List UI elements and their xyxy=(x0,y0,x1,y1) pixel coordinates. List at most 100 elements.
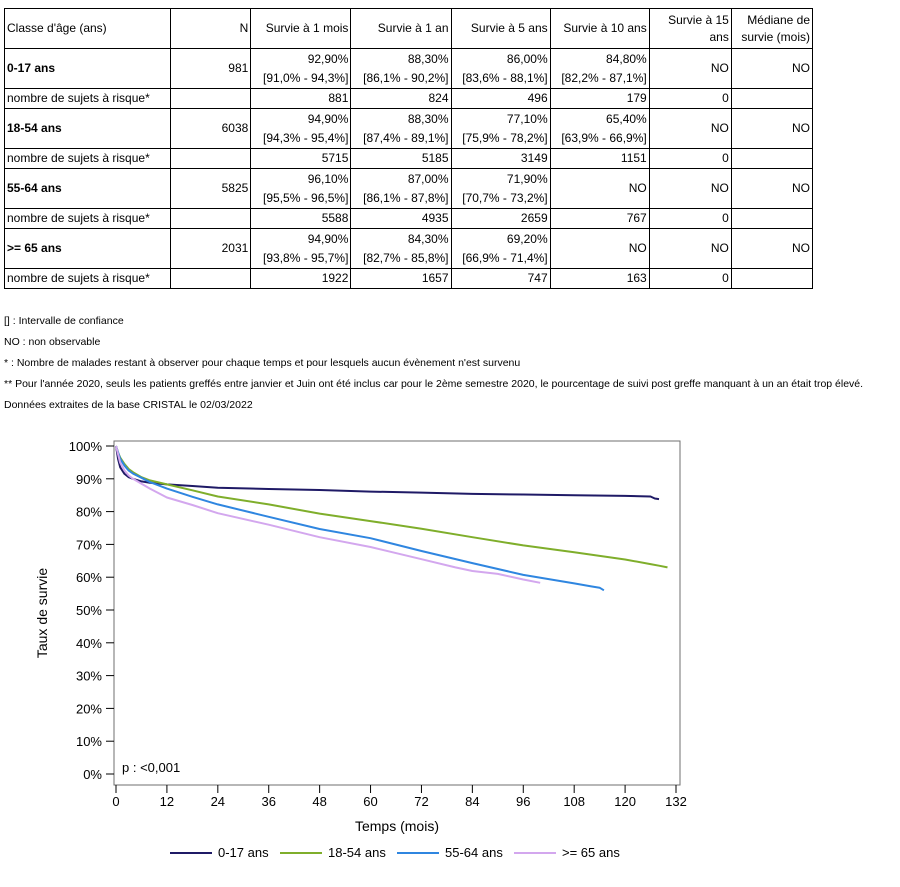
risk-count: 1657 xyxy=(350,268,452,289)
confidence-interval: [91,0% - 94,3%] xyxy=(263,70,349,85)
survival-rate: NO xyxy=(710,241,729,255)
table-row: 18-54 ans 6038 94,90% [94,3% - 95,4%] 88,30%… xyxy=(3,108,814,149)
risk-label: nombre de sujets à risque* xyxy=(3,268,172,289)
y-tick-label: 20% xyxy=(76,701,102,716)
y-tick-label: 10% xyxy=(76,734,102,749)
x-tick-label: 96 xyxy=(516,794,530,809)
header-survival-1-month: Survie à 1 mois xyxy=(250,8,352,49)
risk-count: 3149 xyxy=(450,148,551,169)
survival-rate: 84,80% xyxy=(606,51,647,66)
survival-cell: 94,90% [93,8% - 95,7%] xyxy=(250,228,352,269)
survival-cell: NO xyxy=(648,48,732,89)
y-tick-label: 70% xyxy=(76,537,102,552)
risk-row: nombre de sujets à risque* 5715 5185 3149 11… xyxy=(3,148,814,169)
survival-rate: NO xyxy=(710,121,729,135)
survival-cell: 84,30% [82,7% - 85,8%] xyxy=(350,228,452,269)
risk-row: nombre de sujets à risque* 881 824 496 179 0 xyxy=(3,88,814,109)
age-group-label: 18-54 ans xyxy=(3,108,172,149)
survival-cell: 96,10% [95,5% - 96,5%] xyxy=(250,168,352,209)
x-tick-label: 48 xyxy=(312,794,326,809)
empty-cell xyxy=(170,148,252,169)
header-survival-10-years: Survie à 10 ans xyxy=(549,8,650,49)
table-header-row: Classe d'âge (ans) N Survie à 1 mois Sur… xyxy=(3,8,814,49)
survival-rate: 92,90% xyxy=(307,51,349,66)
confidence-interval: [70,7% - 73,2%] xyxy=(462,190,548,205)
legend-label: 55-64 ans xyxy=(445,845,503,860)
risk-label: nombre de sujets à risque* xyxy=(3,148,172,169)
header-age-class: Classe d'âge (ans) xyxy=(3,8,172,49)
survival-cell: 87,00% [86,1% - 87,8%] xyxy=(350,168,452,209)
survival-cell: NO xyxy=(648,108,732,149)
confidence-interval: [66,9% - 71,4%] xyxy=(462,250,548,265)
survival-rate: NO xyxy=(710,61,729,75)
risk-count: 0 xyxy=(648,208,732,229)
risk-count: 881 xyxy=(250,88,352,109)
survival-rate: 86,00% xyxy=(506,51,548,66)
survival-rate: 88,30% xyxy=(407,51,449,66)
risk-count: 747 xyxy=(450,268,551,289)
survival-rate: NO xyxy=(710,181,729,195)
survival-cell: NO xyxy=(549,168,650,209)
risk-count: 0 xyxy=(648,88,732,109)
confidence-interval: [86,1% - 87,8%] xyxy=(363,190,449,205)
note-non-observable: NO : non observable xyxy=(4,336,101,348)
confidence-interval: [93,8% - 95,7%] xyxy=(263,250,349,265)
x-tick-label: 84 xyxy=(465,794,479,809)
y-tick-label: 100% xyxy=(69,439,103,454)
age-group-label: >= 65 ans xyxy=(3,228,172,269)
empty-cell xyxy=(170,268,252,289)
y-tick-label: 0% xyxy=(83,767,102,782)
legend-label: 18-54 ans xyxy=(328,845,386,860)
confidence-interval: [94,3% - 95,4%] xyxy=(263,130,349,145)
survival-rate: 71,90% xyxy=(506,171,548,186)
survival-rate: 65,40% xyxy=(606,111,647,126)
footnotes: [] : Intervalle de confiance NO : non ob… xyxy=(4,311,863,416)
x-tick-label: 36 xyxy=(261,794,275,809)
survival-rate: 96,10% xyxy=(307,171,349,186)
group-n: 6038 xyxy=(170,108,252,149)
p-value-annotation: p : <0,001 xyxy=(122,760,180,775)
confidence-interval: [82,7% - 85,8%] xyxy=(363,250,449,265)
y-tick-label: 90% xyxy=(76,472,102,487)
risk-count: 1922 xyxy=(250,268,352,289)
series-line-3 xyxy=(115,445,541,584)
empty-cell xyxy=(730,88,814,109)
plot-frame xyxy=(113,440,681,786)
survival-cell: NO xyxy=(648,168,732,209)
x-tick-label: 120 xyxy=(614,794,636,809)
risk-count: 5715 xyxy=(250,148,352,169)
confidence-interval: [75,9% - 78,2%] xyxy=(462,130,548,145)
survival-rate: NO xyxy=(628,181,647,195)
confidence-interval: [82,2% - 87,1%] xyxy=(561,70,647,85)
y-axis: 0% 10% 20% 30% 40% 50% 60% 70% 80% 90% 100% xyxy=(69,439,114,782)
legend-label: 0-17 ans xyxy=(218,845,269,860)
table-row: 0-17 ans 981 92,90% [91,0% - 94,3%] 88,30% [8… xyxy=(3,48,814,89)
note-subjects-at-risk: * : Nombre de malades restant à observer… xyxy=(4,357,521,369)
risk-count: 0 xyxy=(648,148,732,169)
y-tick-label: 40% xyxy=(76,636,102,651)
risk-label: nombre de sujets à risque* xyxy=(3,88,172,109)
survival-rate: 88,30% xyxy=(407,111,449,126)
group-n: 2031 xyxy=(170,228,252,269)
table-row: >= 65 ans 2031 94,90% [93,8% - 95,7%] 84,30%… xyxy=(3,228,814,269)
survival-table: Classe d'âge (ans) N Survie à 1 mois Sur… xyxy=(3,8,814,289)
empty-cell xyxy=(730,208,814,229)
survival-cell: 69,20% [66,9% - 71,4%] xyxy=(450,228,551,269)
median-survival: NO xyxy=(730,168,814,209)
survival-cell: 71,90% [70,7% - 73,2%] xyxy=(450,168,551,209)
y-tick-label: 30% xyxy=(76,669,102,684)
legend-label: >= 65 ans xyxy=(562,845,620,860)
y-tick-label: 50% xyxy=(76,603,102,618)
x-tick-label: 60 xyxy=(363,794,377,809)
risk-count: 496 xyxy=(450,88,551,109)
risk-count: 0 xyxy=(648,268,732,289)
note-year-2020: ** Pour l'année 2020, seuls les patients… xyxy=(4,378,864,390)
empty-cell xyxy=(730,148,814,169)
legend: 0-17 ans 18-54 ans 55-64 ans >= 65 ans xyxy=(170,845,620,860)
series-lines xyxy=(115,445,668,592)
survival-rate: 77,10% xyxy=(506,111,548,126)
survival-rate: 94,90% xyxy=(307,231,349,246)
x-tick-label: 132 xyxy=(665,794,687,809)
y-tick-label: 60% xyxy=(76,570,102,585)
survival-cell: 88,30% [87,4% - 89,1%] xyxy=(350,108,452,149)
